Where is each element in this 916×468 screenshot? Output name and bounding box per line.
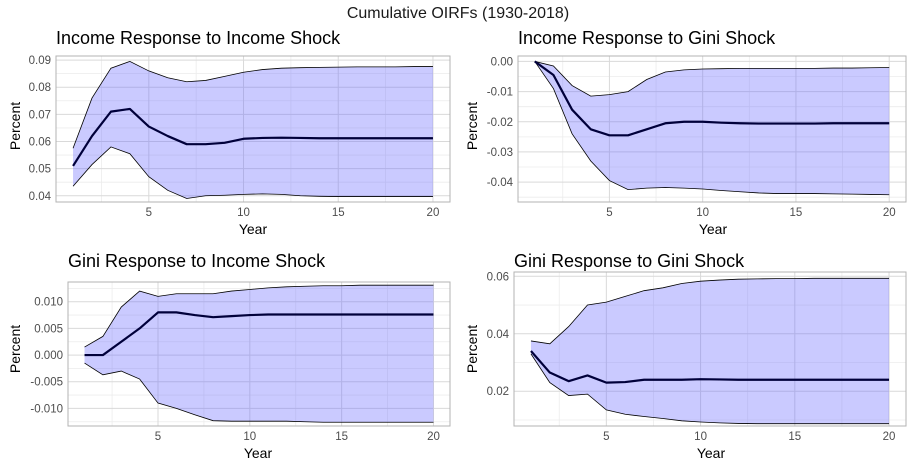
- confidence-band: [73, 61, 433, 199]
- confidence-band: [530, 278, 890, 424]
- x-tick-label: 15: [790, 207, 803, 219]
- y-tick-label: 0.05: [29, 164, 51, 176]
- x-tick-label: 20: [883, 431, 896, 443]
- panel-border: [67, 281, 451, 427]
- y-tick-label: 0.00: [491, 56, 513, 68]
- panel-title: Gini Response to Income Shock: [68, 251, 326, 271]
- panel-title: Gini Response to Gini Shock: [514, 251, 745, 271]
- panel-gini-response-to-gini-shock: Gini Response to Gini Shock Year Percent…: [464, 251, 907, 461]
- lower-bound-line: [530, 353, 890, 425]
- x-tick-label: 15: [332, 207, 345, 219]
- panel-gini-response-to-income-shock: Gini Response to Income Shock Year Perce…: [7, 251, 451, 461]
- x-tick-label: 10: [243, 431, 256, 443]
- y-tick-label: 0.04: [487, 329, 510, 341]
- y-tick-label: 0.010: [34, 297, 63, 309]
- y-tick-label: 0.04: [29, 191, 52, 203]
- x-axis-label: Year: [697, 445, 726, 461]
- figure-title: Cumulative OIRFs (1930-2018): [347, 5, 569, 22]
- y-axis-label: Percent: [464, 102, 480, 150]
- response-line: [534, 60, 890, 137]
- lower-bound-line: [72, 146, 433, 199]
- x-tick-label: 10: [694, 431, 707, 443]
- grid: [68, 282, 450, 426]
- x-tick-label: 10: [696, 207, 709, 219]
- y-tick-label: -0.010: [30, 403, 63, 415]
- response-line: [72, 107, 433, 167]
- x-tick-label: 20: [883, 207, 896, 219]
- upper-bound-line: [534, 61, 890, 97]
- x-tick-label: 10: [237, 207, 250, 219]
- panel-income-response-to-income-shock: Income Response to Income Shock Year Per…: [7, 28, 451, 237]
- y-tick-label: -0.03: [487, 147, 513, 159]
- x-tick-label: 5: [155, 431, 161, 443]
- x-tick-label: 15: [788, 431, 801, 443]
- panel-border: [513, 271, 907, 427]
- x-tick-label: 5: [606, 207, 612, 219]
- grid: [514, 272, 906, 426]
- upper-bound-line: [72, 60, 433, 149]
- x-axis-label: Year: [244, 445, 273, 461]
- response-line: [84, 311, 434, 357]
- grid: [56, 56, 450, 202]
- response-line: [530, 350, 890, 384]
- y-axis-label: Percent: [464, 325, 480, 373]
- panel-income-response-to-gini-shock: Income Response to Gini Shock Year Perce…: [464, 28, 907, 237]
- x-axis-label: Year: [699, 221, 728, 237]
- x-tick-label: 5: [146, 207, 152, 219]
- confidence-band: [84, 285, 434, 423]
- x-axis-label: Year: [239, 221, 268, 237]
- panel-border: [517, 55, 907, 203]
- confidence-band: [534, 61, 890, 195]
- panel-title: Income Response to Income Shock: [56, 28, 341, 48]
- y-axis-label: Percent: [7, 325, 23, 373]
- y-tick-label: 0.09: [29, 55, 51, 67]
- panel-border: [55, 55, 451, 203]
- y-tick-label: -0.01: [487, 87, 513, 99]
- y-tick-label: -0.005: [30, 377, 63, 389]
- x-tick-label: 5: [603, 431, 609, 443]
- lower-bound-line: [84, 362, 434, 423]
- x-tick-label: 15: [335, 431, 348, 443]
- y-tick-label: 0.06: [487, 271, 509, 283]
- y-tick-label: 0.06: [29, 136, 51, 148]
- y-axis-label: Percent: [7, 102, 23, 150]
- y-tick-label: 0.07: [29, 109, 51, 121]
- panel-title: Income Response to Gini Shock: [518, 28, 776, 48]
- lower-bound-line: [534, 61, 890, 196]
- y-tick-label: -0.04: [487, 177, 514, 189]
- x-tick-label: 20: [427, 431, 440, 443]
- x-tick-label: 20: [427, 207, 440, 219]
- y-tick-label: 0.08: [29, 82, 51, 94]
- y-tick-label: 0.000: [34, 350, 63, 362]
- y-tick-label: 0.02: [487, 386, 509, 398]
- y-tick-label: -0.02: [487, 117, 513, 129]
- upper-bound-line: [530, 277, 890, 345]
- upper-bound-line: [84, 284, 434, 348]
- y-tick-label: 0.005: [34, 323, 63, 335]
